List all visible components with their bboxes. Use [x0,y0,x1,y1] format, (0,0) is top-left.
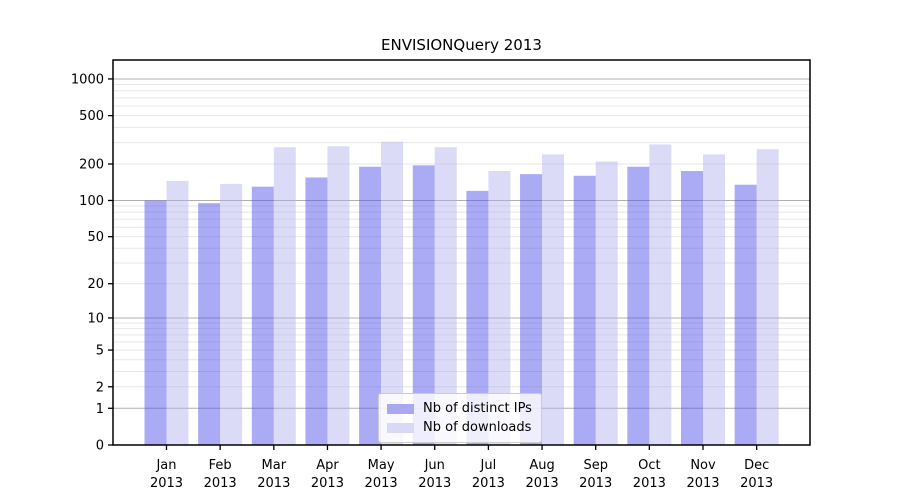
bar-nb-of-distinct-ips-oct [627,166,650,445]
y-tick-label-2: 2 [96,380,104,395]
y-tick-label-10: 10 [87,311,104,326]
x-tick-label-year-aug: 2013 [526,476,559,491]
bar-nb-of-distinct-ips-sep [573,175,596,445]
legend-item-distinct-ips: Nb of distinct IPs [387,401,533,416]
bar-nb-of-downloads-mar [273,147,296,445]
x-tick-label-month-oct: Oct [638,458,660,473]
bar-nb-of-downloads-feb [220,183,243,445]
x-tick-label-year-dec: 2013 [740,476,773,491]
bar-nb-of-downloads-dec [756,149,779,446]
x-tick-label-month-may: May [368,458,395,473]
y-tick-label-0: 0 [96,439,104,454]
bar-nb-of-distinct-ips-nov [681,171,703,445]
bar-nb-of-downloads-jun [434,147,457,445]
y-tick-label-1000: 1000 [71,72,104,87]
bar-nb-of-downloads-oct [649,144,672,445]
x-tick-label-year-jun: 2013 [418,476,451,491]
chart-title: ENVISIONQuery 2013 [381,36,542,54]
x-tick-label-month-mar: Mar [262,458,287,473]
legend-swatch-downloads [387,422,414,433]
x-tick-label-year-oct: 2013 [633,476,666,491]
y-tick-label-100: 100 [79,194,104,209]
x-tick-label-year-apr: 2013 [311,476,344,491]
x-tick-label-month-jun: Jun [424,458,445,473]
x-tick-label-month-nov: Nov [690,458,716,473]
bar-nb-of-downloads-jan [166,180,189,445]
x-tick-label-year-sep: 2013 [579,476,612,491]
bar-nb-of-distinct-ips-jun [412,165,435,445]
bar-nb-of-downloads-sep [595,161,618,445]
y-tick-label-500: 500 [79,109,104,124]
y-tick-label-200: 200 [79,158,104,173]
x-tick-label-month-sep: Sep [583,458,608,473]
chart-legend: Nb of distinct IPs Nb of downloads [378,393,542,443]
bar-nb-of-downloads-nov [703,154,725,445]
x-tick-label-month-apr: Apr [316,458,339,473]
bar-nb-of-distinct-ips-may [359,166,382,445]
legend-label-downloads: Nb of downloads [423,420,532,435]
bar-nb-of-downloads-may [381,141,404,445]
bar-nb-of-downloads-aug [542,154,565,445]
bar-nb-of-distinct-ips-dec [734,184,757,445]
y-tick-label-50: 50 [87,230,104,245]
x-tick-label-year-jul: 2013 [472,476,505,491]
x-tick-label-month-dec: Dec [744,458,769,473]
x-tick-label-year-jan: 2013 [150,476,183,491]
legend-item-downloads: Nb of downloads [387,420,533,435]
bar-nb-of-distinct-ips-mar [251,186,274,445]
x-tick-label-year-mar: 2013 [257,476,290,491]
legend-label-distinct-ips: Nb of distinct IPs [423,401,532,416]
x-tick-label-year-nov: 2013 [686,476,719,491]
x-tick-label-month-aug: Aug [529,458,554,473]
x-tick-label-month-jan: Jan [155,458,176,473]
bar-nb-of-distinct-ips-jan [144,200,167,445]
x-tick-label-year-may: 2013 [365,476,398,491]
y-tick-label-1: 1 [96,402,104,417]
bar-nb-of-distinct-ips-aug [520,174,543,445]
x-tick-label-month-feb: Feb [209,458,232,473]
bar-nb-of-distinct-ips-jul [466,190,489,445]
x-tick-label-year-feb: 2013 [204,476,237,491]
y-tick-label-5: 5 [96,344,104,359]
bar-nb-of-downloads-jul [488,171,511,445]
bar-nb-of-distinct-ips-feb [198,203,221,445]
bar-nb-of-downloads-apr [327,146,350,446]
axes-spines [112,59,811,446]
bar-nb-of-distinct-ips-apr [305,177,328,446]
x-tick-label-month-jul: Jul [480,458,497,473]
y-tick-label-20: 20 [87,277,104,292]
legend-swatch-distinct-ips [387,403,414,414]
